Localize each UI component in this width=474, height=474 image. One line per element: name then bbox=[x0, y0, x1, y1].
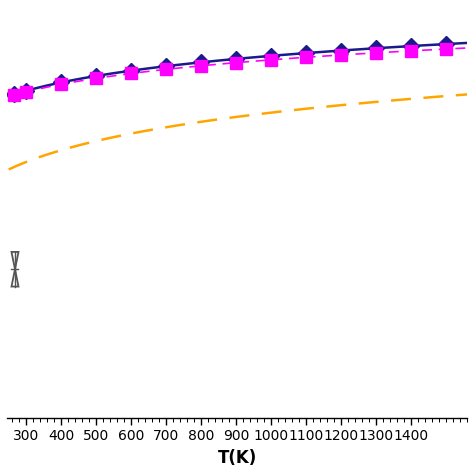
X-axis label: T(K): T(K) bbox=[218, 449, 256, 467]
